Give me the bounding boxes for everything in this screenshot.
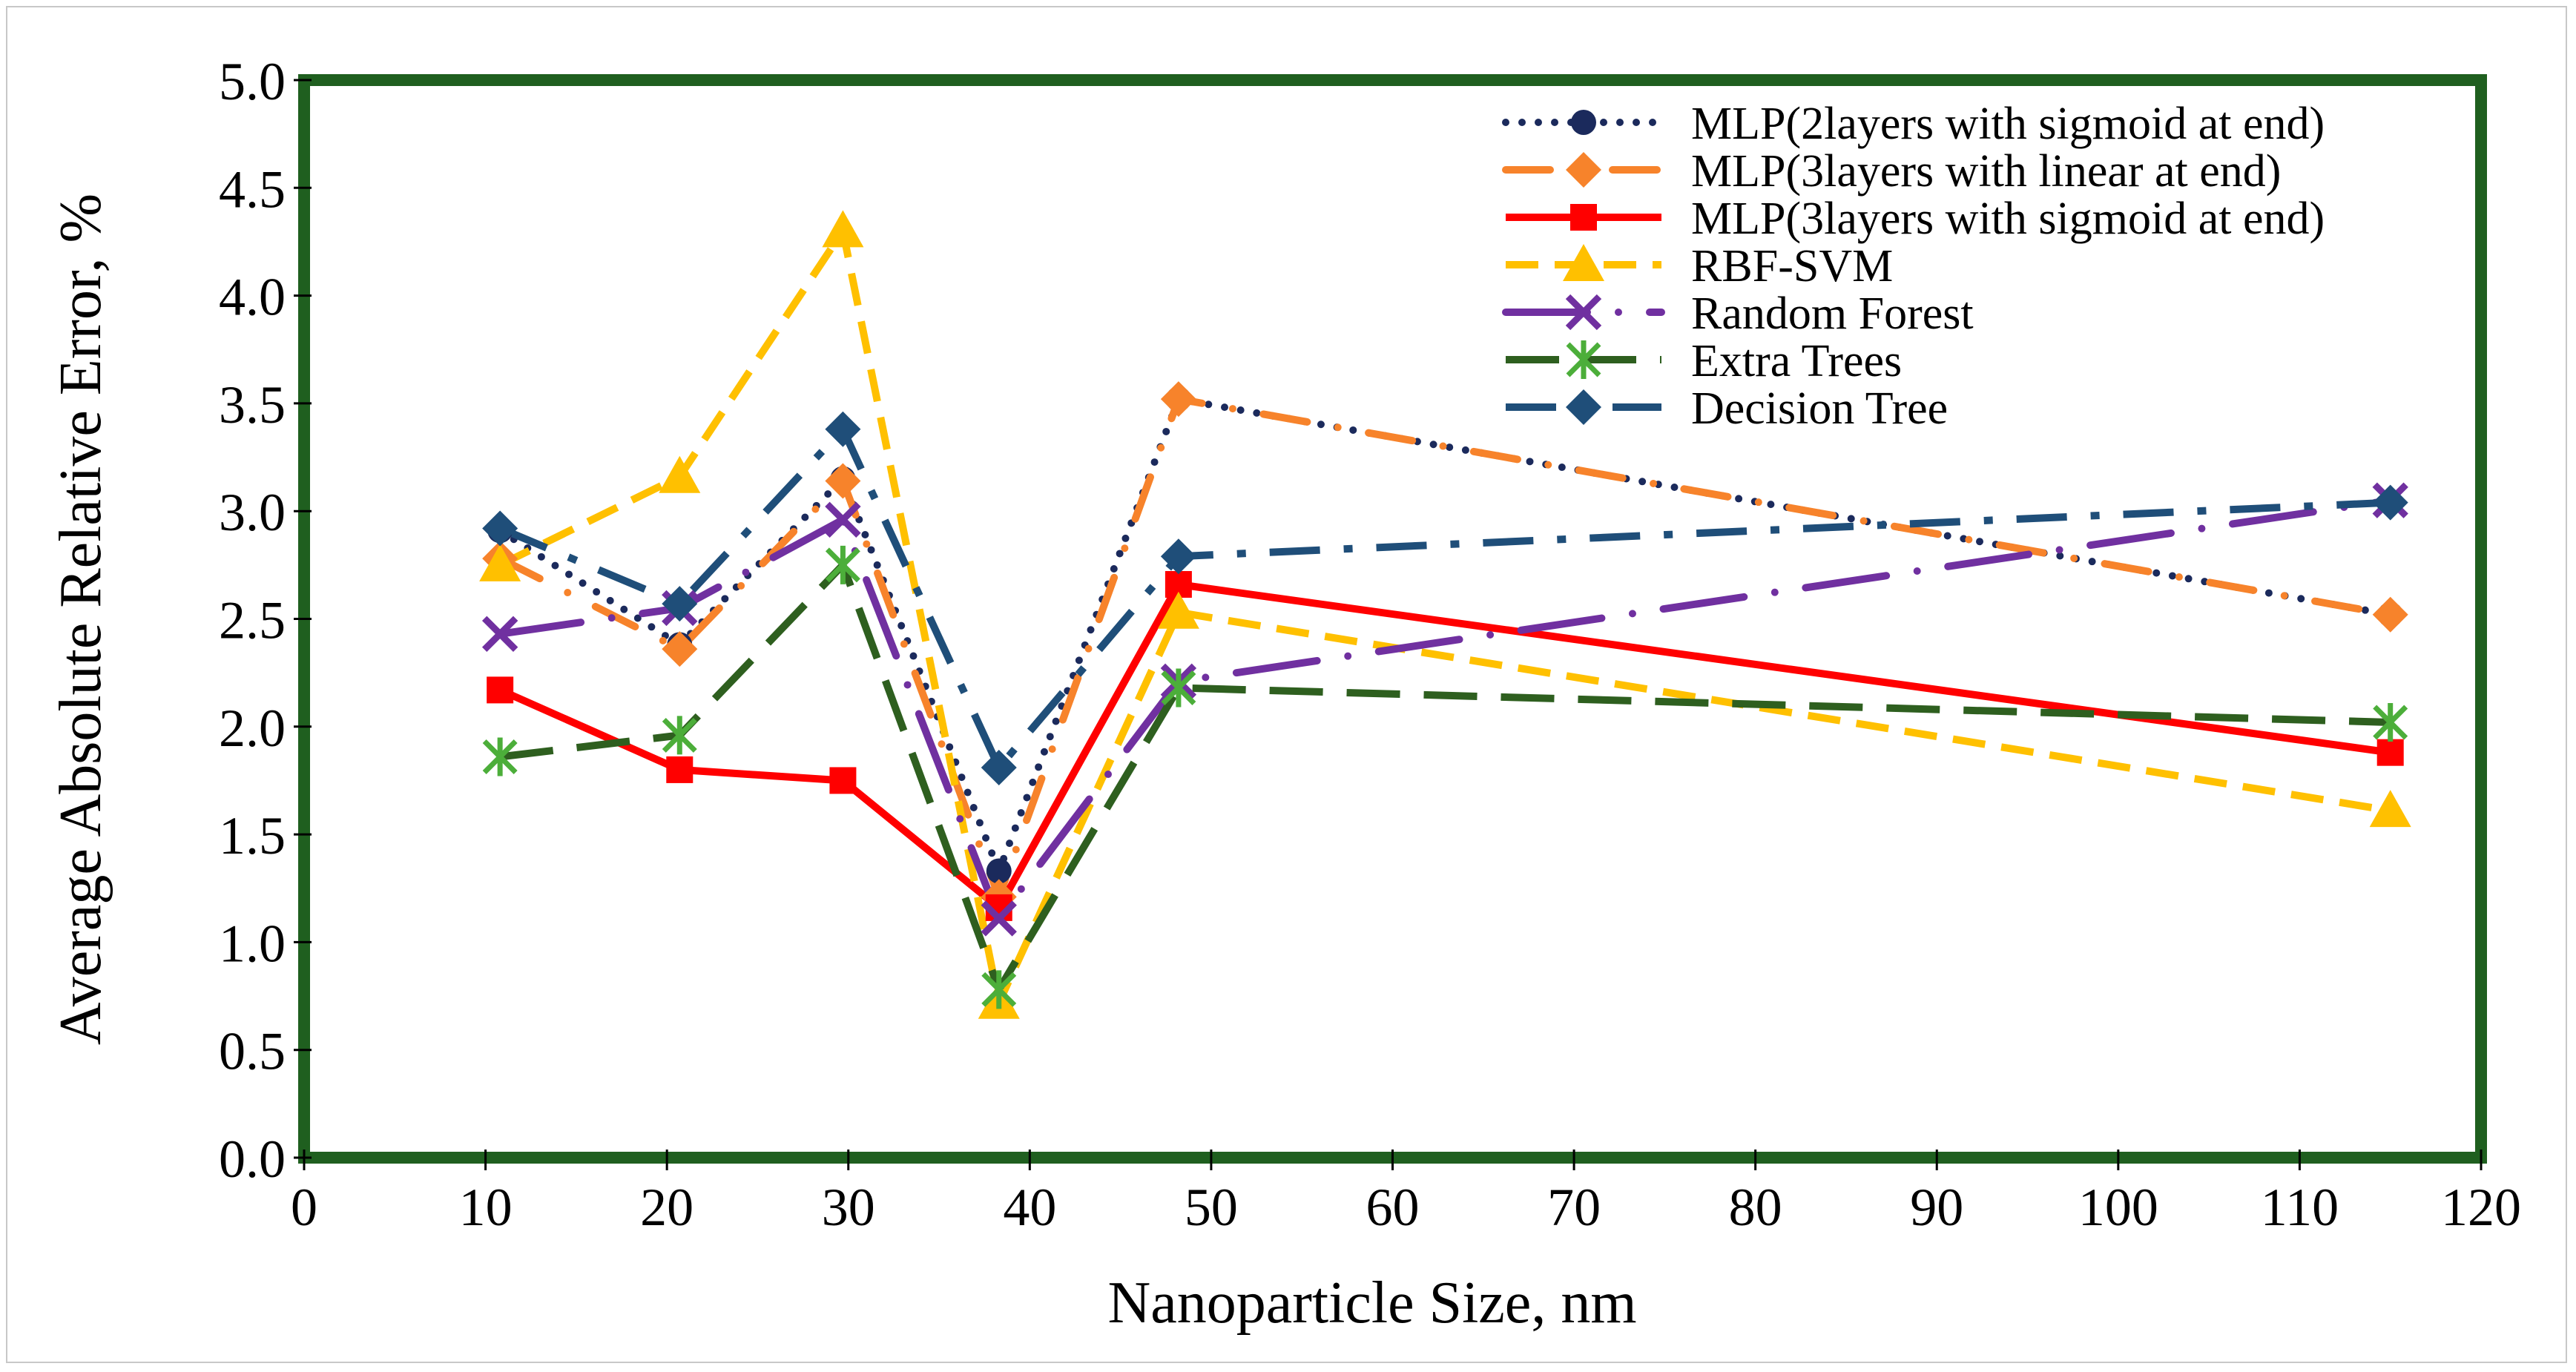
data-point — [825, 463, 861, 499]
legend-label: Random Forest — [1691, 288, 1974, 339]
figure-frame — [6, 6, 2567, 1363]
x-tick-label: 70 — [1547, 1178, 1601, 1237]
data-point — [659, 455, 701, 493]
y-tick-label: 4.5 — [219, 159, 286, 219]
data-point — [2373, 702, 2408, 742]
series-markers — [479, 210, 2411, 1019]
legend: MLP(2layers with sigmoid at end)MLP(3lay… — [1502, 99, 2325, 434]
legend-label: MLP(2layers with sigmoid at end) — [1691, 99, 2325, 149]
legend-marker — [1563, 244, 1604, 281]
series-line — [498, 227, 2391, 1006]
data-point — [482, 510, 518, 547]
y-tick-label: 5.0 — [219, 52, 286, 111]
legend-marker — [1566, 340, 1601, 379]
y-axis-label: Average Absolute Relative Error, % — [48, 194, 113, 1045]
data-point — [2369, 790, 2411, 828]
legend-marker — [1571, 110, 1596, 135]
data-point — [822, 210, 864, 248]
legend-label: RBF-SVM — [1691, 241, 1893, 291]
data-point — [825, 545, 860, 584]
data-point — [825, 411, 861, 447]
y-tick-label: 3.0 — [219, 483, 286, 542]
data-point — [981, 970, 1017, 1009]
data-point — [1160, 538, 1196, 575]
series-line — [499, 561, 2391, 994]
data-point — [1161, 668, 1196, 708]
data-point — [825, 501, 861, 538]
legend-label: Extra Trees — [1691, 336, 1902, 386]
legend-marker — [1570, 204, 1597, 231]
x-tick-label: 10 — [459, 1178, 513, 1237]
data-point — [981, 900, 1017, 937]
y-tick-label: 0.5 — [219, 1022, 286, 1081]
x-tick-label: 40 — [1003, 1178, 1056, 1237]
legend-marker — [1565, 294, 1602, 331]
series-line — [498, 425, 2391, 771]
x-tick-label: 110 — [2261, 1178, 2339, 1237]
y-tick-label: 3.5 — [219, 375, 286, 435]
x-tick-label: 100 — [2078, 1178, 2158, 1237]
data-point — [487, 676, 514, 704]
data-point — [481, 616, 518, 653]
data-point — [662, 716, 697, 755]
axis-ticks — [294, 79, 2483, 1170]
data-point — [2376, 739, 2404, 766]
legend-label: MLP(3layers with sigmoid at end) — [1691, 194, 2325, 244]
x-tick-label: 30 — [822, 1178, 875, 1237]
legend-label: MLP(3layers with linear at end) — [1691, 146, 2281, 197]
y-tick-label: 2.0 — [219, 699, 286, 758]
x-tick-label: 80 — [1729, 1178, 1782, 1237]
data-point — [1160, 381, 1196, 418]
legend-label: Decision Tree — [1691, 383, 1948, 434]
data-point — [482, 737, 518, 776]
data-point — [662, 586, 698, 622]
y-tick-labels: 0.0 0.5 1.0 1.5 2.0 2.5 3.0 3.5 4.0 4.5 5.0 — [219, 52, 286, 1189]
data-point — [2372, 484, 2408, 521]
data-point — [986, 858, 1012, 884]
x-tick-label: 50 — [1185, 1178, 1238, 1237]
x-tick-label: 20 — [640, 1178, 694, 1237]
y-tick-label: 4.0 — [219, 268, 286, 327]
x-tick-label: 120 — [2441, 1178, 2521, 1237]
data-point — [2372, 596, 2408, 633]
series-line — [496, 395, 2394, 875]
series-line — [498, 581, 2391, 911]
legend-marker — [1566, 389, 1601, 425]
x-tick-label: 90 — [1910, 1178, 1963, 1237]
legend-marker — [1566, 152, 1601, 188]
y-tick-label: 1.0 — [219, 914, 286, 973]
series-lines — [496, 227, 2394, 1006]
series-line — [496, 395, 2394, 901]
x-tick-label: 0 — [291, 1178, 317, 1237]
data-point — [1157, 591, 1199, 629]
y-tick-label: 2.5 — [219, 591, 286, 650]
data-point — [829, 767, 857, 794]
series-line — [496, 496, 2394, 923]
data-point — [981, 750, 1017, 786]
y-tick-label: 0.0 — [219, 1129, 286, 1189]
x-axis-label: Nanoparticle Size, nm — [1107, 1270, 1636, 1336]
data-point — [479, 544, 521, 581]
y-tick-label: 1.5 — [219, 806, 286, 865]
x-tick-label: 60 — [1366, 1178, 1420, 1237]
data-point — [662, 631, 698, 667]
x-tick-labels: 0 10 20 30 40 50 60 70 80 90 100 110 120 — [291, 1178, 2521, 1237]
data-point — [666, 756, 694, 783]
